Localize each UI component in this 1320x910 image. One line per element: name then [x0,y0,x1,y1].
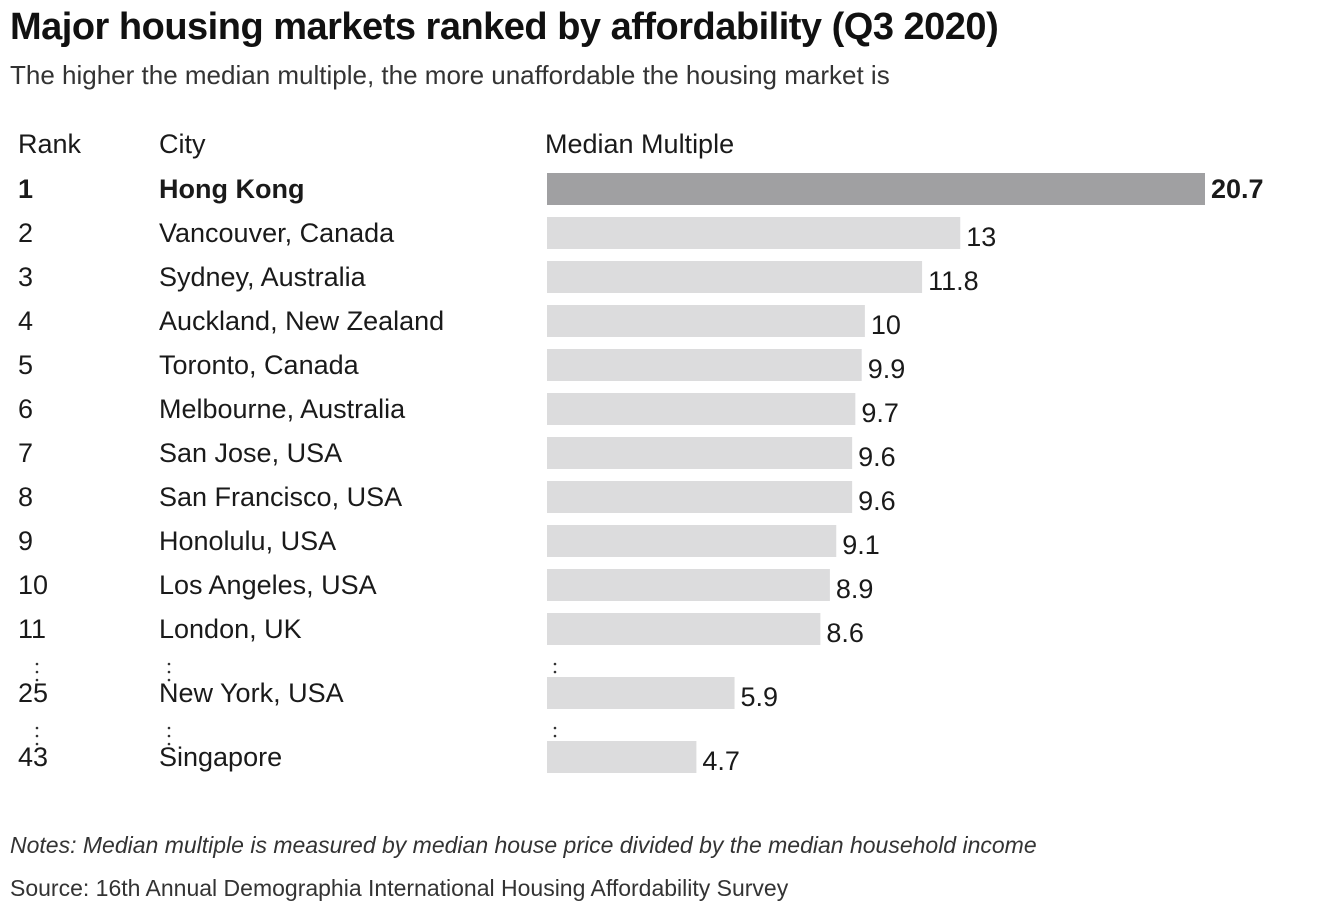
value-label-6: 9.7 [861,398,899,428]
value-label-43: 4.7 [702,746,740,776]
value-label-1: 20.7 [1211,174,1264,204]
value-label-11: 8.6 [826,618,864,648]
city-label-4: Auckland, New Zealand [159,306,444,336]
column-header-median-multiple: Median Multiple [545,129,734,159]
chart-rows: 1 Hong Kong 20.7 2 Vancouver, Canada 13 3 Sydne… [18,173,1264,776]
city-label-5: Toronto, Canada [159,350,360,380]
bar-6 [547,393,856,425]
ellipsis-rank-12-0 [35,726,39,730]
rank-label-11: 11 [18,614,46,644]
ellipsis-rank-11-2 [35,678,39,682]
city-label-3: Sydney, Australia [159,262,367,292]
rank-label-43: 43 [18,742,48,772]
ellipsis-city-11-2 [167,678,171,682]
city-label-9: Honolulu, USA [159,526,336,556]
ellipsis-city-11-0 [167,662,171,666]
ellipsis-rank-12-1 [35,734,39,738]
ellipsis-bar-11-0 [553,662,557,666]
value-label-25: 5.9 [741,682,779,712]
ellipsis-bar-12-1 [553,734,557,738]
bar-9 [547,525,837,557]
city-label-43: Singapore [159,742,282,772]
value-label-10: 8.9 [836,574,874,604]
rank-label-4: 4 [18,306,33,336]
value-label-8: 9.6 [858,486,896,516]
bar-2 [547,217,961,249]
rank-label-6: 6 [18,394,33,424]
column-header-rank: Rank [18,129,82,159]
chart-subtitle: The higher the median multiple, the more… [10,60,890,90]
rank-label-8: 8 [18,482,33,512]
ellipsis-rank-12-2 [35,742,39,746]
ellipsis-city-12-2 [167,742,171,746]
rank-label-3: 3 [18,262,33,292]
bar-4 [547,305,865,337]
bar-1 [547,173,1205,205]
city-label-25: New York, USA [159,678,344,708]
chart-title: Major housing markets ranked by affordab… [10,6,999,48]
rank-label-1: 1 [18,174,33,204]
value-label-3: 11.8 [928,266,979,296]
bar-10 [547,569,830,601]
city-label-10: Los Angeles, USA [159,570,377,600]
rank-label-7: 7 [18,438,33,468]
city-label-11: London, UK [159,614,302,644]
city-label-1: Hong Kong [159,174,304,204]
value-label-7: 9.6 [858,442,896,472]
city-label-7: San Jose, USA [159,438,342,468]
ellipsis-bar-11-1 [553,670,557,674]
city-label-6: Melbourne, Australia [159,394,406,424]
ellipsis-rank-11-1 [35,670,39,674]
chart-notes: Notes: Median multiple is measured by me… [10,832,1037,858]
value-label-4: 10 [871,310,901,340]
city-label-2: Vancouver, Canada [159,218,395,248]
bar-5 [547,349,862,381]
value-label-9: 9.1 [842,530,880,560]
city-label-8: San Francisco, USA [159,482,402,512]
rank-label-2: 2 [18,218,33,248]
bar-25 [547,677,735,709]
bar-8 [547,481,853,513]
rank-label-9: 9 [18,526,33,556]
bar-11 [547,613,821,645]
bar-43 [547,741,697,773]
column-header-city: City [159,129,206,159]
value-label-2: 13 [966,222,996,252]
chart-source: Source: 16th Annual Demographia Internat… [10,875,789,901]
rank-label-10: 10 [18,570,48,600]
bar-3 [547,261,923,293]
ellipsis-city-11-1 [167,670,171,674]
rank-label-5: 5 [18,350,33,380]
value-label-5: 9.9 [868,354,906,384]
bar-chart: Rank City Median Multiple 1 Hong Kong 20.7… [18,129,1264,776]
ellipsis-rank-11-0 [35,662,39,666]
ellipsis-city-12-1 [167,734,171,738]
ellipsis-bar-12-0 [553,726,557,730]
ellipsis-city-12-0 [167,726,171,730]
bar-7 [547,437,853,469]
rank-label-25: 25 [18,678,48,708]
